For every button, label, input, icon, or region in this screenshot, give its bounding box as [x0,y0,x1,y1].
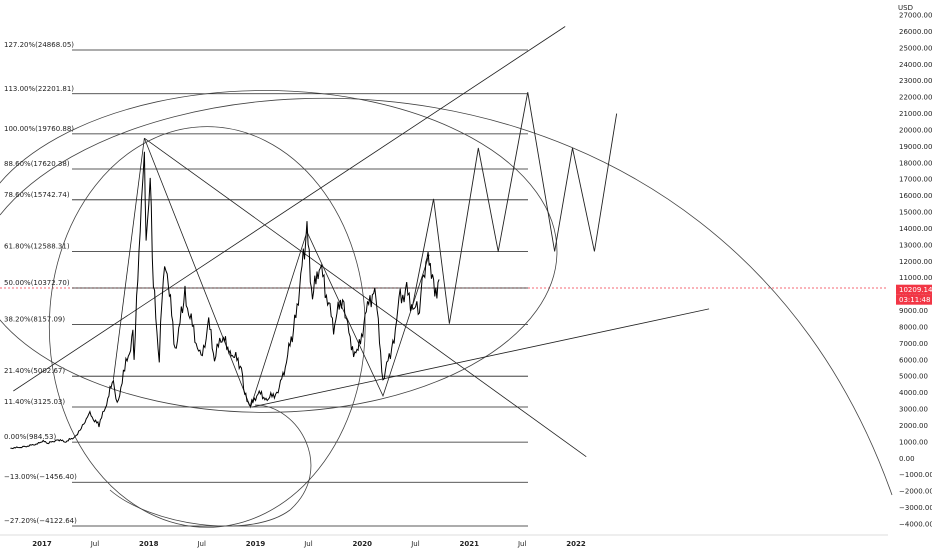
last-price-badge [896,284,932,295]
price-tick-label: 24000.00 [899,61,932,69]
price-tick-label: 5000.00 [899,373,928,381]
time-tick-label: Jul [517,540,527,548]
countdown-badge [896,294,932,305]
last-price-label: 10209.14 [899,286,932,294]
time-tick-label: 2019 [246,540,266,548]
price-tick-label: −3000.00 [899,504,932,512]
time-tick-label: Jul [410,540,420,548]
fib-level-label: −13.00%(−1456.40) [4,473,77,481]
projection-path [411,92,618,324]
time-tick-label: 2018 [139,540,159,548]
time-tick-label: 2021 [460,540,480,548]
price-tick-label: 13000.00 [899,241,932,249]
price-tick-label: 8000.00 [899,323,928,331]
price-tick-label: 19000.00 [899,143,932,151]
fib-level-label: 0.00%(984.53) [4,433,56,441]
price-tick-label: 11000.00 [899,274,932,282]
price-tick-label: 22000.00 [899,94,932,102]
price-line [10,151,440,450]
projection-line [411,92,618,324]
price-tick-label: −4000.00 [899,521,932,529]
ellipse-shape [0,90,558,413]
time-tick-label: Jul [196,540,206,548]
fib-level-label: 113.00%(22201.81) [4,85,74,93]
fib-level-label: 88.60%(17620.38) [4,160,70,168]
zigzag-line [112,137,430,409]
price-tick-label: 0.00 [899,455,915,463]
price-tick-label: 1000.00 [899,438,928,446]
time-tick-label: Jul [303,540,313,548]
price-tick-label: 4000.00 [899,389,928,397]
trendline [251,308,710,408]
price-tick-label: −2000.00 [899,488,932,496]
price-tick-label: 23000.00 [899,77,932,85]
drawing-shapes [0,26,893,528]
fib-level-label: 61.80%(12588.31) [4,243,70,251]
price-series [10,151,440,450]
fib-level-label: 78.60%(15742.74) [4,191,70,199]
price-tick-label: 16000.00 [899,192,932,200]
price-tick-label: 21000.00 [899,110,932,118]
price-tick-label: 9000.00 [899,307,928,315]
trendline [13,26,566,392]
loop-shape [109,404,312,527]
fib-level-label: 38.20%(8157.09) [4,315,65,323]
fib-level-label: 127.20%(24868.05) [4,41,74,49]
time-tick-label: 2022 [566,540,586,548]
price-tick-label: −1000.00 [899,471,932,479]
price-tick-label: 2000.00 [899,422,928,430]
fib-level-label: 50.00%(10372.70) [4,279,70,287]
price-tick-label: 7000.00 [899,340,928,348]
countdown-label: 03:11:48 [899,296,930,304]
time-tick-label: Jul [90,540,100,548]
last-price-marker: 10209.14 03:11:48 [896,284,932,305]
price-tick-label: 27000.00 [899,12,932,20]
fib-level-label: −27.20%(−4122.64) [4,517,77,525]
fibonacci-levels: 127.20%(24868.05) 113.00%(22201.81) 100.00… [0,41,888,527]
price-tick-label: 18000.00 [899,159,932,167]
fib-level-label: 11.40%(3125.03) [4,398,65,406]
ellipse-shape [48,126,366,528]
price-tick-label: 14000.00 [899,225,932,233]
fib-level-label: 21.40%(5002.67) [4,367,65,375]
time-axis: 2017 Jul 2018 Jul 2019 Jul 2020 Jul 2021 Jul 2022 [0,534,888,548]
price-tick-label: 15000.00 [899,209,932,217]
price-tick-label: 17000.00 [899,176,932,184]
price-tick-label: 25000.00 [899,44,932,52]
price-tick-label: 20000.00 [899,126,932,134]
fib-level-label: 100.00%(19760.88) [4,125,74,133]
price-tick-label: 26000.00 [899,28,932,36]
price-tick-label: 12000.00 [899,258,932,266]
price-tick-label: 6000.00 [899,356,928,364]
time-tick-label: 2020 [352,540,372,548]
time-tick-label: 2017 [32,540,52,548]
trendline [144,137,587,458]
price-axis: USD 27000.00 26000.00 25000.00 24000.00 2300… [898,4,932,529]
currency-label: USD [898,4,913,12]
price-tick-label: 3000.00 [899,406,928,414]
